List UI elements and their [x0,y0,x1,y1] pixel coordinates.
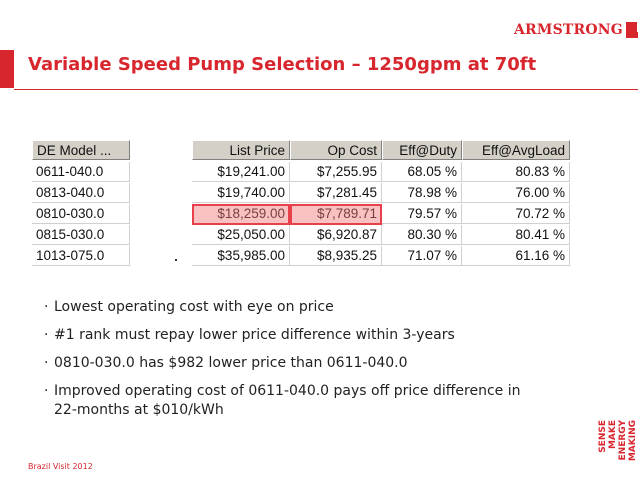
bullet-mark: · [44,299,49,315]
table-cell: $7,281.45 [290,183,382,203]
table-cell: 0813-040.0 [32,183,130,203]
slide-footer: Brazil Visit 2012 [28,462,93,471]
table-cell: $25,050.00 [192,225,290,245]
armstrong-logo: ARMSTRONG [514,19,638,41]
table-cell: 80.83 % [462,162,570,182]
slide-title: Variable Speed Pump Selection – 1250gpm … [28,54,537,75]
bullet-text: Lowest operating cost with eye on price [54,299,334,315]
table-cell: 70.72 % [462,204,570,224]
table-cell: $6,920.87 [290,225,382,245]
stray-dot [175,259,177,261]
bullet-text: Improved operating cost of 0611-040.0 pa… [54,383,521,418]
logo-text: ARMSTRONG [514,22,623,38]
bullet-mark: · [44,355,49,371]
table-cell: $7,255.95 [290,162,382,182]
title-divider [14,89,638,90]
tagline-word: MAKE [608,420,618,450]
table-cell: 76.00 % [462,183,570,203]
table-cell: 78.98 % [382,183,462,203]
table-cell: 61.16 % [462,246,570,266]
bullet-item: · 0810-030.0 has $982 lower price than 06… [44,354,544,373]
table-cell: 0611-040.0 [32,162,130,182]
tagline-word: MAKING [628,420,638,462]
table-cell: $19,740.00 [192,183,290,203]
table-cell: 71.07 % [382,246,462,266]
bullet-list: · Lowest operating cost with eye on price… [44,298,544,429]
table-cell: 68.05 % [382,162,462,182]
table-cell: 0810-030.0 [32,204,130,224]
table-cell: $19,241.00 [192,162,290,182]
tagline-word: ENERGY [618,420,628,461]
table-cell: $8,935.25 [290,246,382,266]
column-header[interactable]: DE Model ... [32,140,130,160]
table-cell: 1013-075.0 [32,246,130,266]
table-cell: 80.41 % [462,225,570,245]
making-energy-make-sense-mark: MAKING ENERGY MAKE SENSE [584,420,638,472]
logo-mark-icon [625,20,638,40]
highlight-box [290,204,382,225]
column-header[interactable]: Op Cost [290,140,382,160]
table-cell: 80.30 % [382,225,462,245]
bullet-item: · #1 rank must repay lower price differen… [44,326,544,345]
accent-bar [0,50,14,88]
highlight-box [192,204,290,225]
bullet-item: · Lowest operating cost with eye on price [44,298,544,317]
table-cell: 79.57 % [382,204,462,224]
column-header[interactable]: Eff@AvgLoad [462,140,570,160]
table-cell: 0815-030.0 [32,225,130,245]
bullet-item: · Improved operating cost of 0611-040.0 p… [44,382,544,420]
table-cell: $35,985.00 [192,246,290,266]
column-header[interactable]: List Price [192,140,290,160]
bullet-text: 0810-030.0 has $982 lower price than 061… [54,355,408,371]
bullet-text: #1 rank must repay lower price differenc… [54,327,455,343]
bullet-mark: · [44,383,49,399]
bullet-mark: · [44,327,49,343]
pump-selection-table: DE Model ... List Price Op Cost Eff@Duty Eff… [32,140,570,268]
column-header[interactable]: Eff@Duty [382,140,462,160]
tagline-word: SENSE [598,420,608,453]
